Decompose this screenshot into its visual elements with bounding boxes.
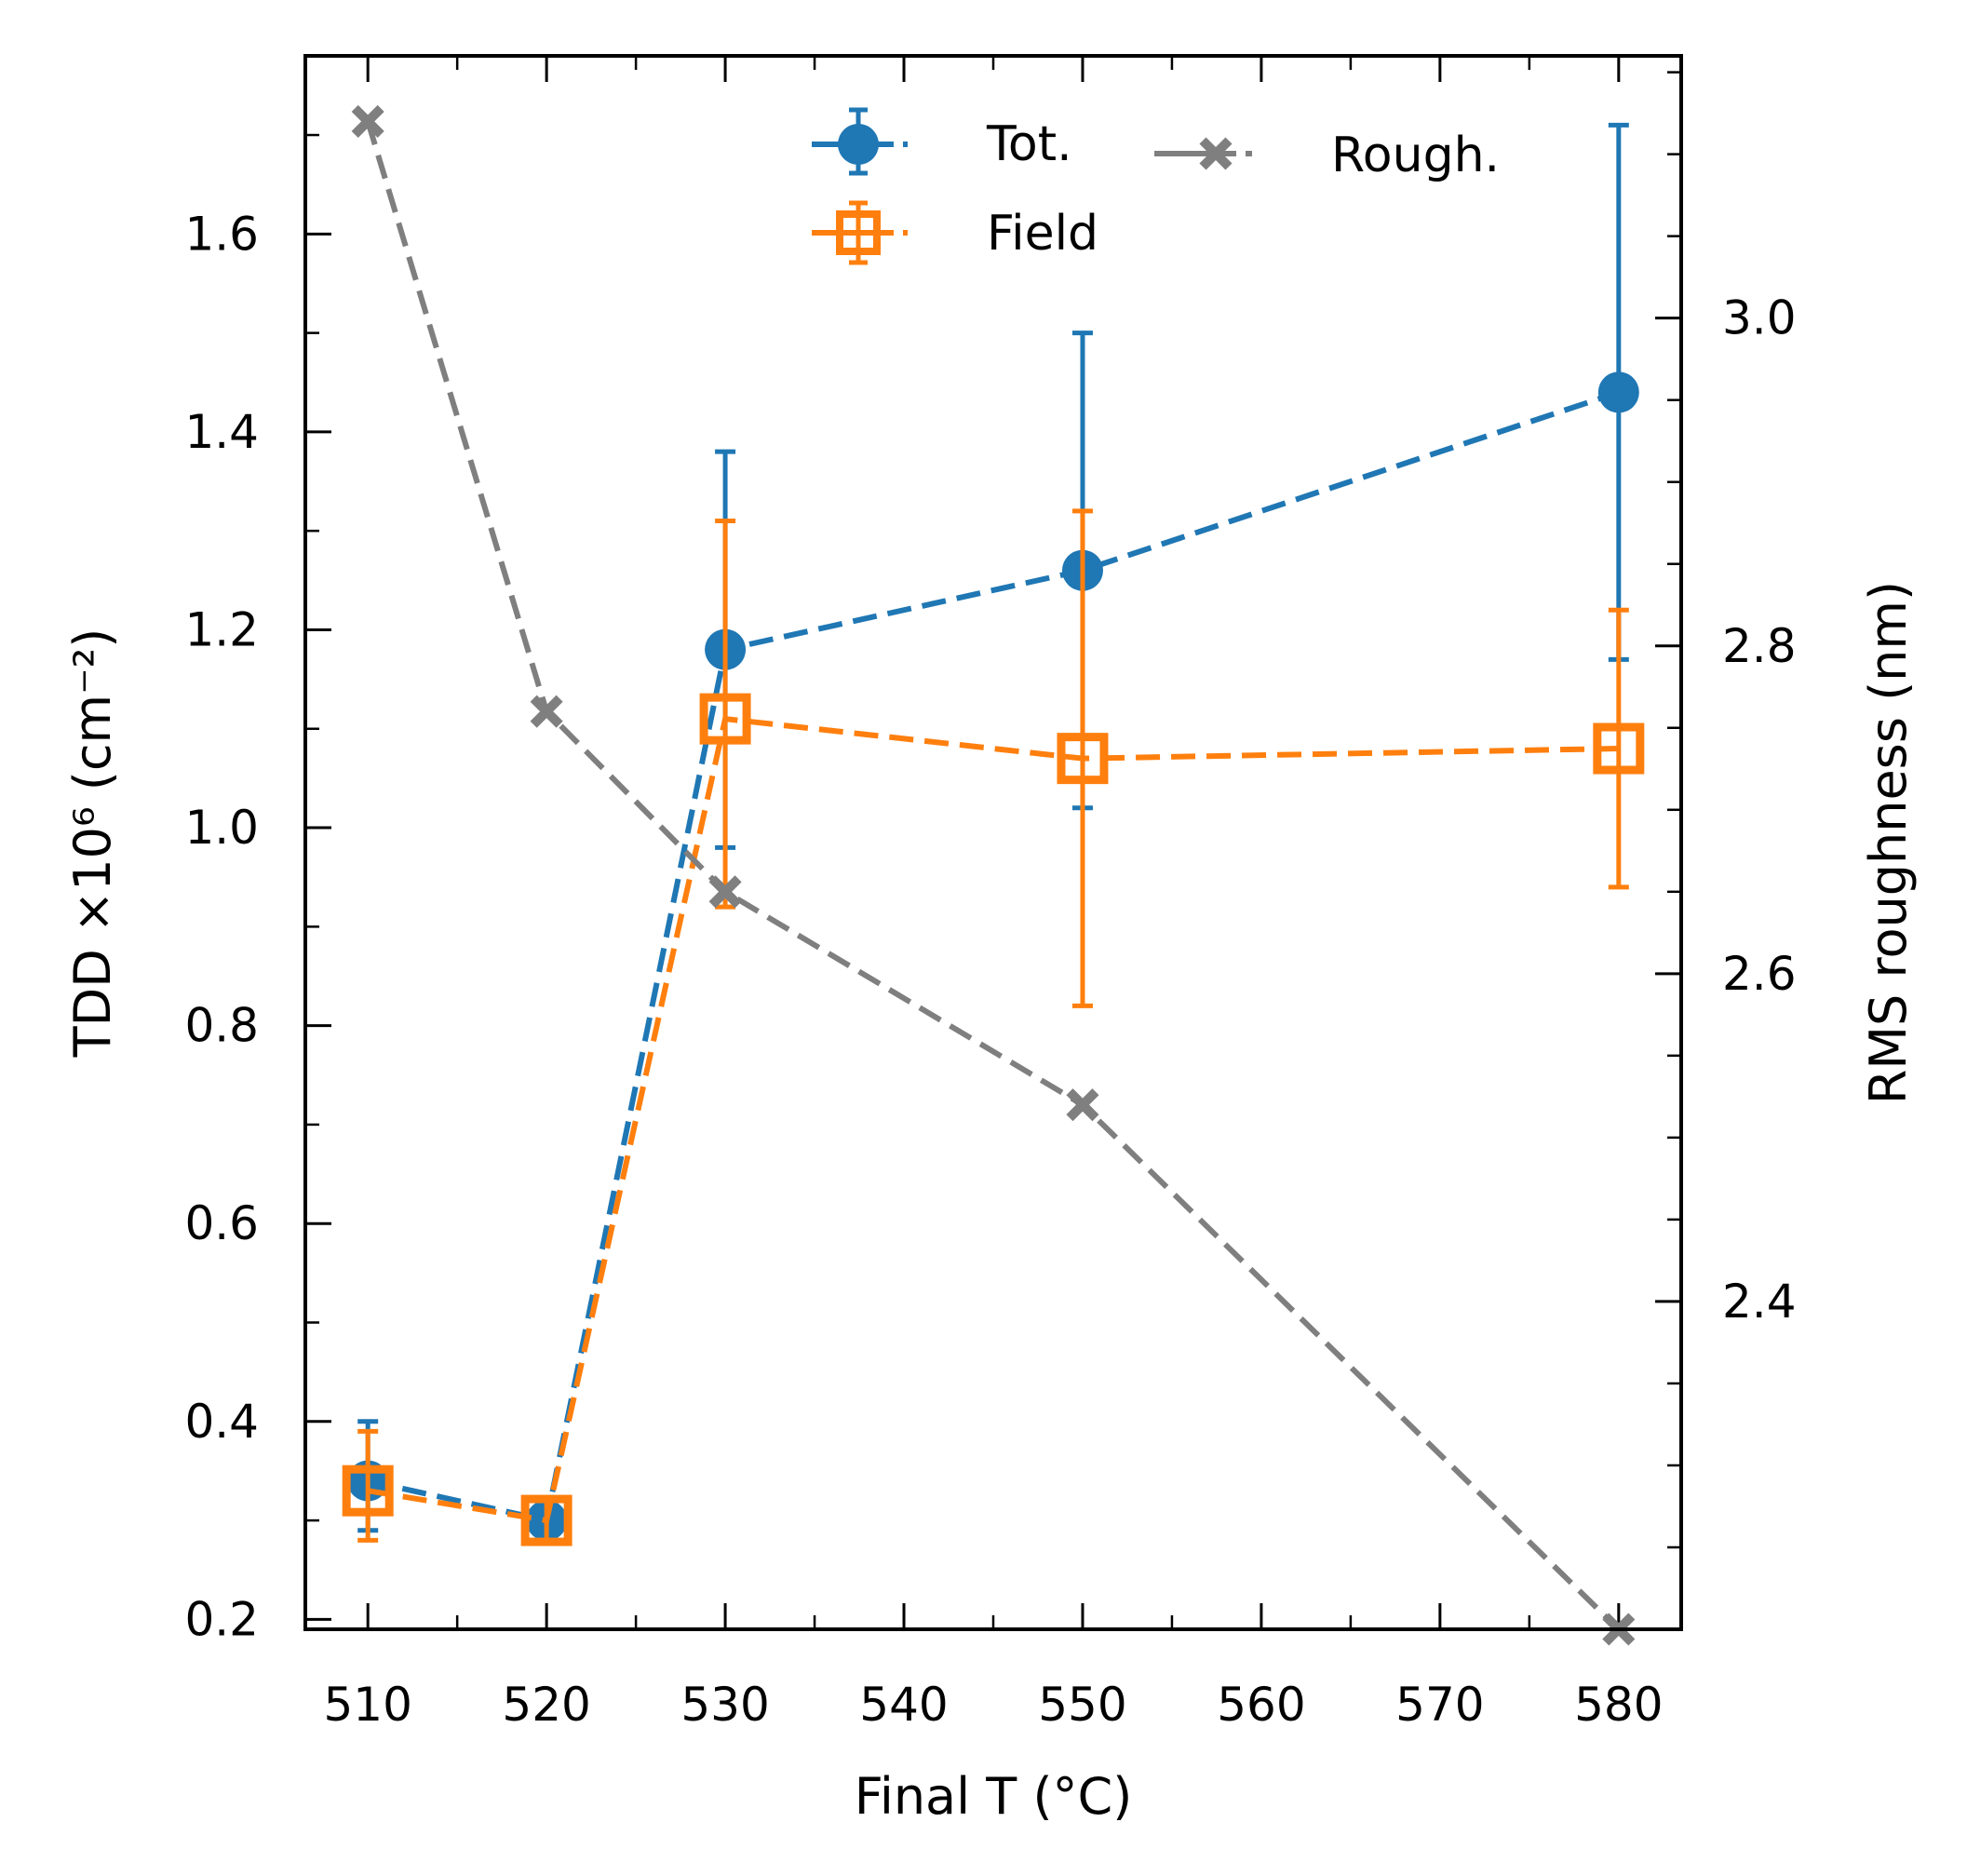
legend-label-tot: Tot.: [986, 116, 1072, 172]
y-tick-label: 1.2: [184, 602, 259, 656]
y2-tick-label: 2.6: [1722, 947, 1797, 1001]
y-tick-label: 1.0: [184, 801, 259, 855]
y2-axis-title: RMS roughness (nm): [1859, 581, 1918, 1104]
y-tick-label: 1.4: [184, 405, 259, 459]
x-tick-label: 550: [1038, 1678, 1126, 1732]
series-field: [342, 508, 1645, 1546]
y-tick-label: 1.6: [184, 207, 259, 261]
legend-label-field: Field: [987, 206, 1098, 262]
data-point: [520, 1494, 573, 1546]
data-point: [530, 695, 563, 728]
data-point: [1057, 733, 1109, 785]
x-tick-label: 530: [680, 1678, 769, 1732]
x-tick-label: 510: [323, 1678, 411, 1732]
legend-entry-tot: Tot.: [812, 107, 1072, 176]
y-tick-label: 0.8: [184, 999, 259, 1053]
legend-entry-rough: Rough.: [1154, 128, 1500, 183]
x-axis-title: Final T (°C): [855, 1767, 1133, 1826]
x-tick-label: 570: [1395, 1678, 1484, 1732]
x-tick-label: 520: [502, 1678, 590, 1732]
data-point: [1597, 371, 1639, 413]
data-point: [1593, 722, 1645, 775]
tick-labels: 510 520 530 540 550 560 570 580 0.2 0.4 0.6 0.8 1.0 1…: [184, 207, 1796, 1732]
data-point: [699, 693, 751, 745]
data-point: [708, 875, 742, 909]
x-tick-label: 560: [1217, 1678, 1305, 1732]
y-tick-label: 0.6: [184, 1196, 259, 1250]
x-tick-label: 540: [859, 1678, 948, 1732]
series-line: [367, 715, 1619, 1524]
series-rough: [351, 104, 1636, 1646]
x-tick-label: 580: [1574, 1678, 1663, 1732]
y2-tick-label: 2.8: [1722, 619, 1797, 673]
plot-frame: [303, 54, 1683, 1631]
series-layer: [342, 104, 1645, 1646]
y2-tick-label: 3.0: [1722, 291, 1797, 345]
y-tick-label: 0.4: [184, 1395, 259, 1449]
legend: Tot. Field Rough.: [812, 107, 1500, 265]
legend-entry-field: Field: [812, 200, 1098, 265]
data-point: [351, 104, 384, 138]
data-point: [342, 1464, 394, 1517]
y-axis-title: TDD ×10⁶ (cm⁻²): [63, 628, 122, 1059]
y-tick-label: 0.2: [184, 1592, 259, 1646]
series-tot: [347, 122, 1639, 1542]
legend-label-rough: Rough.: [1331, 128, 1500, 183]
y2-tick-label: 2.4: [1722, 1275, 1797, 1329]
series-line: [367, 389, 1620, 1524]
axis-ticks: [305, 56, 1681, 1631]
series-line: [365, 120, 1621, 1632]
data-point: [1066, 1088, 1099, 1122]
